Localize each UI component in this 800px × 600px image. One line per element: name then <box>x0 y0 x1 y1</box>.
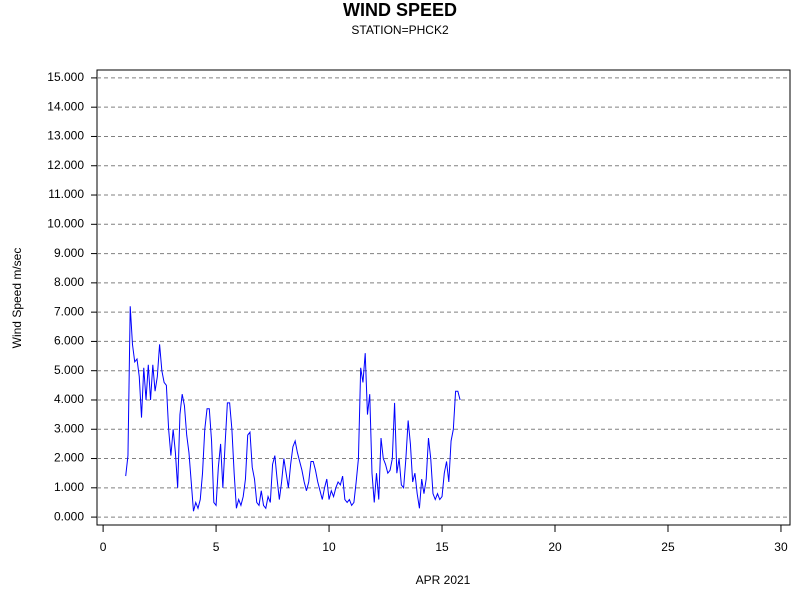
y-axis-label: Wind Speed m/sec <box>10 248 24 349</box>
chart-title: WIND SPEED <box>343 0 457 20</box>
y-tick-label: 14.000 <box>47 99 84 113</box>
x-tick-label: 5 <box>213 540 220 554</box>
chart-subtitle: STATION=PHCK2 <box>351 23 449 37</box>
plot-frame <box>96 69 791 526</box>
y-tick-label: 5.000 <box>54 363 84 377</box>
x-axis-label: APR 2021 <box>416 573 471 587</box>
y-tick-label: 6.000 <box>54 334 84 348</box>
x-tick-label: 25 <box>661 540 675 554</box>
y-tick-label: 10.000 <box>47 216 84 230</box>
y-tick-label: 2.000 <box>54 451 84 465</box>
wind-speed-line <box>125 306 461 512</box>
x-tick-label: 15 <box>435 540 449 554</box>
y-tick-label: 13.000 <box>47 129 84 143</box>
y-tick-label: 0.000 <box>54 509 84 523</box>
y-tick-label: 11.000 <box>48 187 84 201</box>
x-tick-label: 0 <box>100 540 107 554</box>
x-tick-label: 10 <box>322 540 336 554</box>
y-tick-label: 4.000 <box>54 392 84 406</box>
y-tick-label: 1.000 <box>54 480 84 494</box>
y-tick-label: 3.000 <box>54 421 84 435</box>
y-tick-label: 12.000 <box>47 158 84 172</box>
x-tick-label: 20 <box>548 540 562 554</box>
y-tick-label: 7.000 <box>54 304 84 318</box>
y-tick-label: 9.000 <box>54 246 84 260</box>
x-tick-label: 30 <box>774 540 788 554</box>
y-tick-label: 15.000 <box>47 70 84 84</box>
y-tick-label: 8.000 <box>54 275 84 289</box>
